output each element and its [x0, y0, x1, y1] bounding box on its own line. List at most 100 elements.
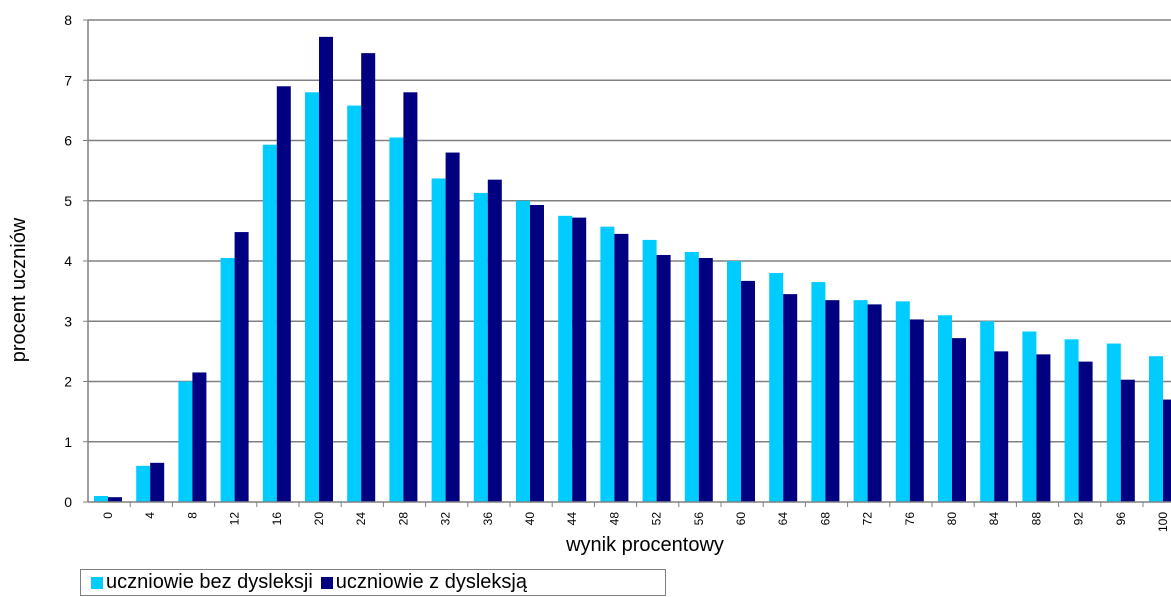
bar-area — [94, 36, 1171, 503]
bar-z-dysleksji-36 — [487, 179, 502, 502]
bar-z-dysleksji-100 — [1163, 399, 1171, 502]
x-tick-label-32: 32 — [439, 512, 453, 526]
x-axis-label: wynik procentowy — [566, 534, 724, 556]
bar-z-dysleksji-88 — [1036, 354, 1051, 502]
bar-z-dysleksji-80 — [952, 338, 966, 502]
bar-bez-dysleksji-12 — [220, 257, 235, 502]
grid-lines — [88, 19, 1171, 443]
bar-z-dysleksji-24 — [361, 53, 376, 502]
bar-z-dysleksji-96 — [1120, 379, 1135, 502]
bar-bez-dysleksji-24 — [347, 105, 362, 503]
x-tick-label-20: 20 — [312, 512, 326, 526]
bar-z-dysleksji-60 — [741, 280, 755, 502]
x-tick-label-92: 92 — [1072, 512, 1086, 526]
bar-z-dysleksji-12 — [234, 232, 249, 502]
x-tick-label-60: 60 — [734, 512, 748, 526]
bar-bez-dysleksji-0 — [94, 495, 108, 502]
bar-z-dysleksji-76 — [909, 319, 924, 502]
legend-label-series-2: uczniowie z dysleksją — [335, 571, 527, 593]
legend-label-series-1: uczniowie bez dysleksji — [106, 571, 313, 593]
bar-z-dysleksji-32 — [445, 152, 460, 503]
bar-bez-dysleksji-20 — [305, 92, 319, 503]
bar-z-dysleksji-4 — [150, 462, 165, 502]
x-tick-label-8: 8 — [185, 512, 199, 519]
bar-bez-dysleksji-60 — [727, 261, 741, 502]
bar-bez-dysleksji-40 — [516, 200, 530, 502]
x-tick-label-56: 56 — [692, 512, 706, 526]
x-tick-label-36: 36 — [481, 512, 495, 526]
x-tick-label-88: 88 — [1029, 512, 1043, 526]
bar-z-dysleksji-20 — [319, 36, 333, 503]
legend-item-series-2: uczniowie z dysleksją — [320, 571, 527, 594]
bar-bez-dysleksji-52 — [642, 239, 657, 502]
bar-z-dysleksji-44 — [572, 217, 587, 502]
bar-z-dysleksji-8 — [192, 372, 207, 502]
y-tick-label-0: 0 — [64, 494, 72, 510]
legend-swatch-series-2 — [320, 576, 333, 589]
x-tick-label-68: 68 — [818, 512, 832, 526]
bar-bez-dysleksji-28 — [389, 137, 404, 503]
x-tick-label-64: 64 — [776, 512, 790, 526]
bar-z-dysleksji-48 — [614, 233, 629, 502]
y-tick-label-8: 8 — [64, 12, 72, 28]
legend-swatch-series-1 — [91, 576, 103, 589]
x-tick-label-4: 4 — [143, 512, 157, 519]
x-tick-label-40: 40 — [523, 512, 537, 526]
y-tick-label-5: 5 — [64, 193, 72, 209]
x-axis-ticks: 0 4 8 12 16 20 24 28 32 36 40 44 48 52 56 60 64 68 72 76 80 8… — [101, 502, 1170, 532]
y-tick-label-4: 4 — [64, 253, 72, 269]
x-tick-label-44: 44 — [565, 512, 579, 526]
legend-item-series-1: uczniowie bez dysleksji — [91, 571, 313, 594]
legend: uczniowie bez dysleksji uczniowie z dysl… — [80, 569, 666, 596]
y-axis-label: procent uczniów — [8, 217, 30, 363]
bar-bez-dysleksji-72 — [853, 300, 868, 502]
bar-bez-dysleksji-96 — [1106, 343, 1121, 502]
bar-bez-dysleksji-44 — [558, 215, 573, 502]
x-tick-label-72: 72 — [861, 512, 875, 526]
y-tick-label-3: 3 — [64, 313, 72, 329]
bar-bez-dysleksji-16 — [262, 144, 277, 502]
bar-bez-dysleksji-48 — [600, 226, 615, 502]
x-tick-label-24: 24 — [354, 512, 368, 526]
bar-z-dysleksji-52 — [656, 254, 671, 502]
bar-bez-dysleksji-80 — [938, 315, 952, 502]
x-tick-label-84: 84 — [987, 512, 1001, 526]
bar-z-dysleksji-56 — [698, 257, 713, 502]
bar-bez-dysleksji-100 — [1149, 356, 1163, 502]
bar-z-dysleksji-16 — [276, 86, 291, 503]
bar-z-dysleksji-92 — [1078, 361, 1093, 502]
bar-bez-dysleksji-68 — [811, 282, 826, 502]
x-tick-label-96: 96 — [1114, 512, 1128, 526]
bar-z-dysleksji-40 — [530, 204, 544, 502]
y-tick-label-7: 7 — [64, 72, 72, 88]
bar-bez-dysleksji-84 — [980, 321, 995, 502]
x-tick-label-16: 16 — [270, 512, 284, 526]
bar-z-dysleksji-0 — [108, 497, 122, 502]
bar-bez-dysleksji-56 — [684, 251, 699, 502]
bar-bez-dysleksji-92 — [1064, 339, 1079, 502]
x-tick-label-48: 48 — [607, 512, 621, 526]
y-tick-label-2: 2 — [64, 374, 72, 390]
bar-bez-dysleksji-76 — [895, 301, 910, 502]
bar-z-dysleksji-64 — [783, 294, 798, 502]
x-tick-label-100: 100 — [1156, 512, 1170, 532]
bar-bez-dysleksji-64 — [769, 273, 784, 502]
x-tick-label-76: 76 — [903, 512, 917, 526]
bar-z-dysleksji-84 — [994, 351, 1009, 502]
bar-bez-dysleksji-88 — [1022, 331, 1037, 502]
bar-bez-dysleksji-8 — [178, 381, 193, 502]
y-tick-label-6: 6 — [64, 133, 72, 149]
bar-z-dysleksji-28 — [403, 92, 418, 503]
x-tick-label-12: 12 — [228, 512, 242, 526]
x-tick-label-52: 52 — [650, 512, 664, 526]
bar-bez-dysleksji-36 — [473, 192, 488, 503]
x-tick-label-28: 28 — [396, 512, 410, 526]
y-tick-label-1: 1 — [64, 434, 72, 450]
x-tick-label-0: 0 — [101, 512, 115, 519]
bar-bez-dysleksji-32 — [431, 178, 446, 502]
bar-bez-dysleksji-4 — [136, 465, 151, 502]
bar-z-dysleksji-72 — [867, 304, 882, 502]
x-tick-label-80: 80 — [945, 512, 959, 526]
bar-z-dysleksji-68 — [825, 300, 840, 502]
